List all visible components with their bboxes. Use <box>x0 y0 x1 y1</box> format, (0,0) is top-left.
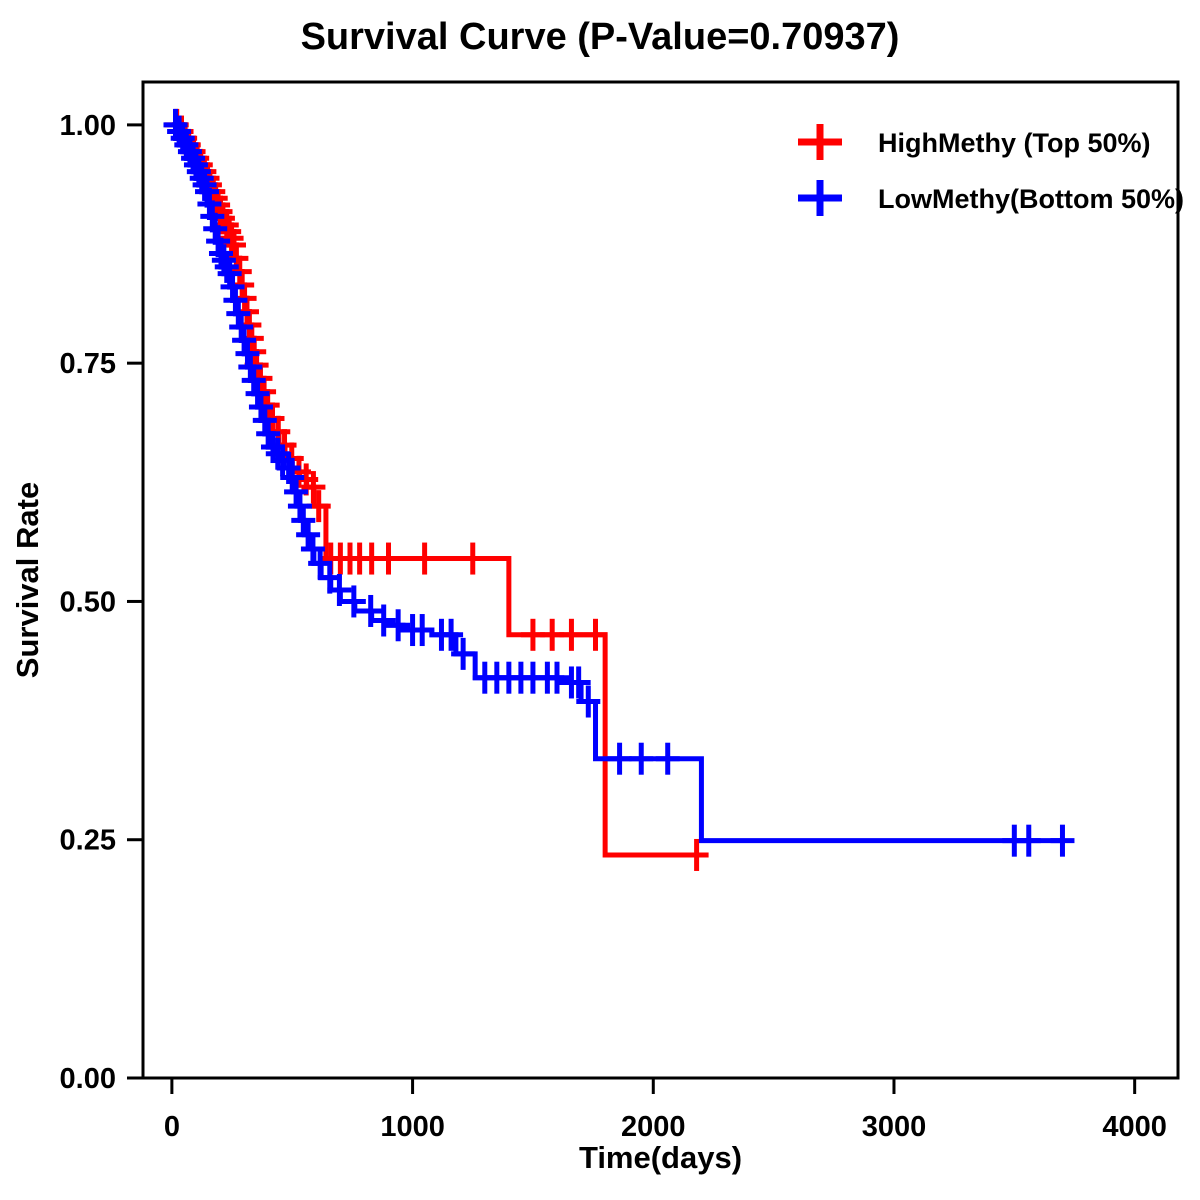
y-axis-tick-label: 1.00 <box>60 110 116 142</box>
plot-frame <box>141 80 1180 1080</box>
series-low-methy <box>163 108 1075 857</box>
x-axis-tick-label: 0 <box>164 1111 180 1143</box>
y-axis-tick-label: 0.00 <box>60 1063 116 1095</box>
x-axis-tick-label: 2000 <box>621 1111 686 1143</box>
x-axis-tick-label: 4000 <box>1102 1111 1167 1143</box>
x-axis-title: Time(days) <box>579 1140 742 1175</box>
legend-entry-low-methy[interactable]: LowMethy(Bottom 50%) <box>798 180 1184 216</box>
legend-entry-high-methy[interactable]: HighMethy (Top 50%) <box>798 124 1151 160</box>
x-axis-tick-label: 3000 <box>862 1111 927 1143</box>
page-title: Survival Curve (P-Value=0.70937) <box>300 16 900 58</box>
y-axis-tick-label: 0.75 <box>60 348 116 380</box>
legend-label: HighMethy (Top 50%) <box>878 128 1151 158</box>
y-axis-tick-label: 0.25 <box>60 825 116 857</box>
y-axis-title: Survival Rate <box>10 482 45 678</box>
legend-label: LowMethy(Bottom 50%) <box>878 184 1184 214</box>
y-axis-tick-label: 0.50 <box>60 586 116 618</box>
x-axis-tick-label: 1000 <box>380 1111 445 1143</box>
